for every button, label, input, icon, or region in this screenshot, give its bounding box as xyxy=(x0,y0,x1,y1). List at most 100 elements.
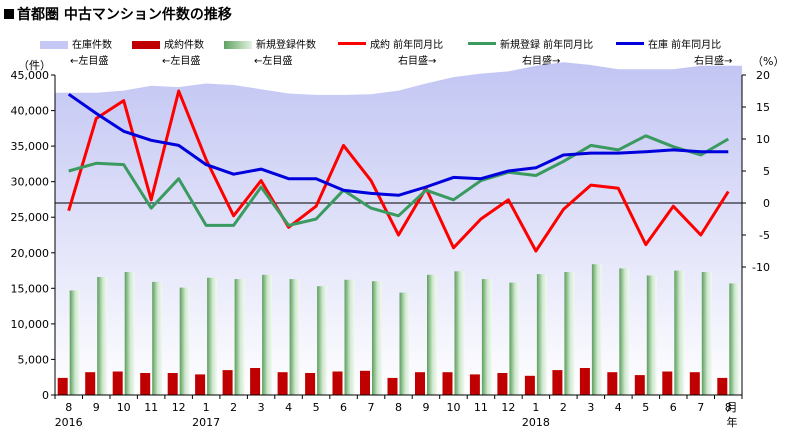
new-listings-bar xyxy=(481,279,492,395)
x-tick-label: 5 xyxy=(642,401,649,414)
legend-label: 在庫件数 xyxy=(72,40,112,51)
x-tick-label: 3 xyxy=(258,401,265,414)
legend-sublabel: ←左目盛 xyxy=(70,56,109,67)
contracts-bar xyxy=(662,371,673,395)
legend-swatch-stock xyxy=(40,41,68,49)
legend-swatch-new-listings-yoy xyxy=(468,42,496,45)
x-tick-label: 2 xyxy=(560,401,567,414)
new-listings-bar xyxy=(234,279,245,395)
new-listings-bar xyxy=(124,272,135,395)
left-tick-label: 40,000 xyxy=(11,105,50,118)
legend-sublabel: ←左目盛 xyxy=(162,56,201,67)
contracts-bar xyxy=(85,372,96,395)
x-tick-label: 7 xyxy=(697,401,704,414)
new-listings-bar xyxy=(207,277,218,395)
x-tick-label: 3 xyxy=(587,401,594,414)
x-year-label: 2017 xyxy=(192,416,220,429)
x-tick-label: 12 xyxy=(172,401,186,414)
contracts-bar xyxy=(195,374,206,395)
title-bullet-icon xyxy=(4,9,14,19)
contracts-bar xyxy=(552,370,563,395)
contracts-bar xyxy=(607,372,618,395)
new-listings-bar xyxy=(427,274,437,395)
contracts-bar xyxy=(634,375,645,395)
x-year-label: 2016 xyxy=(55,416,83,429)
legend-sublabel: 右目盛→ xyxy=(694,56,733,67)
x-tick-label: 5 xyxy=(313,401,320,414)
axes-layer: 0 5,000 10,000 15,000 20,000 25,000 30,000 35,0… xyxy=(11,55,785,429)
contracts-bar xyxy=(277,372,288,395)
new-listings-bar xyxy=(399,292,410,395)
new-listings-bar xyxy=(591,264,602,395)
x-tick-label: 9 xyxy=(93,401,100,414)
contracts-bar xyxy=(112,371,123,395)
legend-label: 新規登録件数 xyxy=(256,40,316,51)
contracts-bar xyxy=(305,373,316,395)
left-axis-unit: （件） xyxy=(18,59,51,72)
x-tick-label: 6 xyxy=(670,401,677,414)
legend-label: 成約件数 xyxy=(164,40,204,51)
contracts-bar xyxy=(717,377,728,395)
right-tick-label: 5 xyxy=(763,165,770,178)
left-tick-label: 20,000 xyxy=(11,247,50,260)
x-unit-month: 月 xyxy=(727,401,738,414)
legend-swatch-contracts-yoy xyxy=(338,42,366,45)
left-tick-label: 15,000 xyxy=(11,282,50,295)
new-listings-bar xyxy=(674,270,685,395)
x-tick-label: 4 xyxy=(615,401,622,414)
x-tick-label: 11 xyxy=(144,401,158,414)
contracts-bar xyxy=(57,377,68,395)
new-listings-bar xyxy=(729,283,740,395)
left-tick-label: 0 xyxy=(42,389,49,402)
yoy-line xyxy=(67,89,730,253)
new-listings-bar xyxy=(509,282,520,395)
x-tick-label: 10 xyxy=(447,401,461,414)
legend-swatch-stock-yoy xyxy=(616,42,644,45)
x-tick-label: 8 xyxy=(65,401,72,414)
left-tick-label: 35,000 xyxy=(11,140,50,153)
new-listings-bar xyxy=(344,279,355,395)
new-listings-bar xyxy=(317,286,328,395)
x-year-label: 2018 xyxy=(522,416,550,429)
right-tick-label: -5 xyxy=(759,229,770,242)
left-tick-label: 5,000 xyxy=(18,353,50,366)
legend-swatch-contracts xyxy=(132,41,160,49)
chart-title: 首都圏 中古マンション件数の推移 xyxy=(4,4,232,24)
new-listings-bar xyxy=(701,272,712,395)
yoy-line xyxy=(68,134,730,227)
contracts-bar xyxy=(250,368,261,395)
x-tick-label: 1 xyxy=(532,401,539,414)
contracts-bar xyxy=(360,370,370,395)
x-tick-label: 1 xyxy=(203,401,210,414)
contracts-bar xyxy=(387,377,398,395)
left-tick-label: 30,000 xyxy=(11,176,50,189)
contracts-bar xyxy=(689,372,700,395)
legend-label: 新規登録 前年同月比 xyxy=(500,40,594,51)
legend-sublabel: 右目盛→ xyxy=(522,56,561,67)
left-tick-label: 10,000 xyxy=(11,318,50,331)
right-tick-label: 0 xyxy=(763,197,770,210)
contracts-bar xyxy=(167,373,178,395)
left-tick-label: 25,000 xyxy=(11,211,50,224)
new-listings-bar xyxy=(152,281,163,395)
legend-label: 在庫 前年同月比 xyxy=(648,40,722,51)
x-tick-label: 9 xyxy=(423,401,430,414)
contracts-bar xyxy=(222,370,233,395)
right-tick-label: 20 xyxy=(756,69,770,82)
new-listings-bar xyxy=(536,274,547,395)
x-tick-label: 10 xyxy=(117,401,131,414)
lines-layer xyxy=(67,89,730,253)
new-listings-bar xyxy=(262,274,273,395)
legend: 在庫件数 ←左目盛 成約件数 ←左目盛 新規登録件数 ←左目盛 成約 前年同月比… xyxy=(0,38,786,68)
right-tick-label: 15 xyxy=(756,101,770,114)
left-tick-label: 45,000 xyxy=(11,69,50,82)
new-listings-bar xyxy=(372,281,382,395)
x-tick-label: 8 xyxy=(395,401,402,414)
x-tick-label: 12 xyxy=(501,401,515,414)
legend-label: 成約 前年同月比 xyxy=(370,40,444,51)
x-tick-label: 7 xyxy=(368,401,375,414)
chart-title-text: 首都圏 中古マンション件数の推移 xyxy=(17,7,232,23)
new-listings-bar xyxy=(564,272,575,395)
new-listings-bar xyxy=(69,290,80,395)
